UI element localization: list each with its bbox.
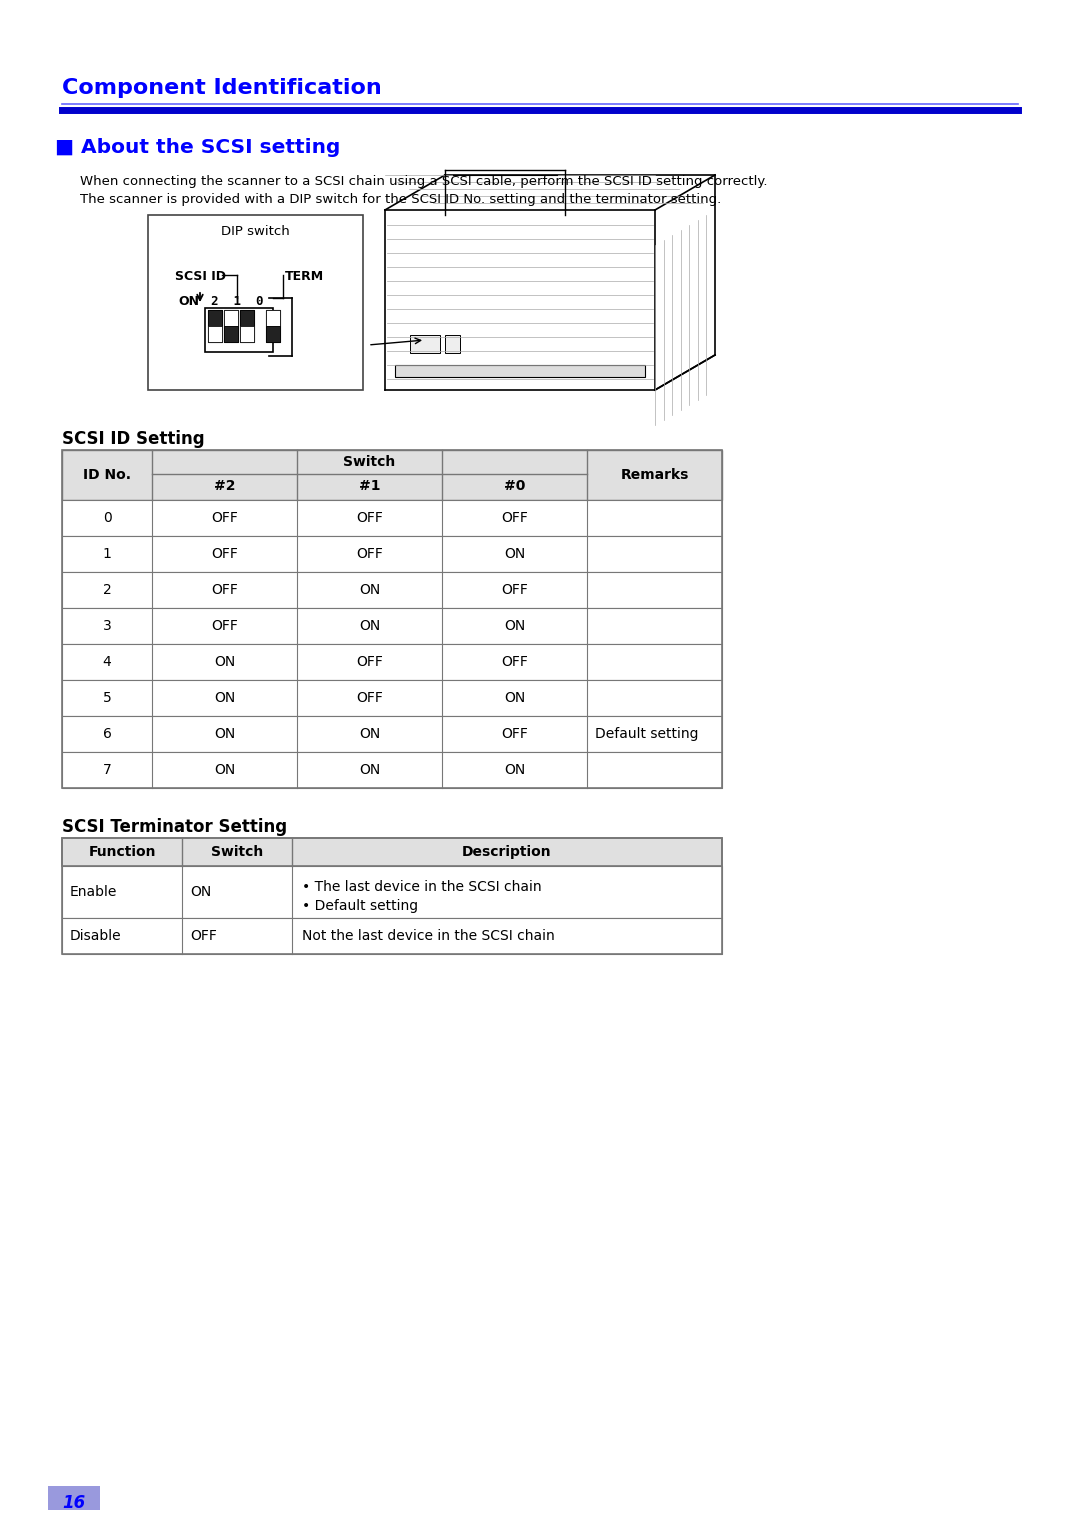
- Text: ON: ON: [178, 295, 199, 309]
- Text: TERM: TERM: [285, 270, 324, 283]
- Text: 0: 0: [103, 510, 111, 526]
- Text: OFF: OFF: [501, 510, 528, 526]
- Bar: [62, 837, 723, 866]
- Bar: [62, 536, 723, 571]
- Bar: [205, 309, 273, 351]
- Text: ON: ON: [214, 691, 235, 704]
- Text: 6: 6: [103, 727, 111, 741]
- Text: SCSI Terminator Setting: SCSI Terminator Setting: [62, 817, 287, 836]
- Text: OFF: OFF: [211, 619, 238, 633]
- Text: Default setting: Default setting: [595, 727, 699, 741]
- Text: #0: #0: [503, 478, 525, 494]
- Text: 2  1  0: 2 1 0: [211, 295, 264, 309]
- Text: ON: ON: [359, 762, 380, 778]
- Text: 5: 5: [103, 691, 111, 704]
- Text: ON: ON: [214, 762, 235, 778]
- Bar: [208, 310, 222, 342]
- Text: 16: 16: [63, 1494, 85, 1513]
- Bar: [148, 215, 363, 390]
- Bar: [240, 310, 254, 325]
- Text: OFF: OFF: [501, 584, 528, 597]
- Text: When connecting the scanner to a SCSI chain using a SCSI cable, perform the SCSI: When connecting the scanner to a SCSI ch…: [80, 176, 768, 188]
- Text: #1: #1: [359, 478, 380, 494]
- Text: OFF: OFF: [190, 929, 217, 943]
- Text: ON: ON: [214, 656, 235, 669]
- Bar: [410, 335, 440, 353]
- Bar: [224, 310, 238, 325]
- Bar: [62, 608, 723, 643]
- Text: Switch: Switch: [211, 845, 264, 859]
- Text: ON: ON: [504, 619, 525, 633]
- Text: Not the last device in the SCSI chain: Not the last device in the SCSI chain: [302, 929, 555, 943]
- Text: ID No.: ID No.: [83, 468, 131, 481]
- Text: Disable: Disable: [70, 929, 122, 943]
- Bar: [62, 918, 723, 953]
- Text: ■ About the SCSI setting: ■ About the SCSI setting: [55, 138, 340, 157]
- Bar: [62, 571, 723, 608]
- Bar: [62, 866, 723, 918]
- Text: 4: 4: [103, 656, 111, 669]
- Bar: [266, 325, 280, 342]
- Text: ON: ON: [214, 727, 235, 741]
- Text: ON: ON: [190, 885, 212, 898]
- Bar: [445, 335, 460, 353]
- Bar: [62, 717, 723, 752]
- Text: OFF: OFF: [211, 547, 238, 561]
- Bar: [240, 310, 254, 342]
- Text: #2: #2: [214, 478, 235, 494]
- Text: OFF: OFF: [356, 656, 383, 669]
- Text: Component Identification: Component Identification: [62, 78, 381, 98]
- Text: • Default setting: • Default setting: [302, 898, 418, 914]
- Text: 2: 2: [103, 584, 111, 597]
- Text: OFF: OFF: [211, 510, 238, 526]
- Bar: [224, 310, 238, 342]
- Text: ON: ON: [504, 547, 525, 561]
- Text: ON: ON: [359, 619, 380, 633]
- Text: ON: ON: [504, 691, 525, 704]
- Text: The scanner is provided with a DIP switch for the SCSI ID No. setting and the te: The scanner is provided with a DIP switc…: [80, 193, 721, 206]
- Text: ON: ON: [504, 762, 525, 778]
- Text: Remarks: Remarks: [620, 468, 689, 481]
- Bar: [62, 680, 723, 717]
- Bar: [62, 451, 723, 788]
- Bar: [62, 752, 723, 788]
- Text: ON: ON: [359, 727, 380, 741]
- Text: SCSI ID: SCSI ID: [175, 270, 226, 283]
- Text: OFF: OFF: [356, 510, 383, 526]
- Bar: [266, 310, 280, 342]
- Bar: [48, 1487, 100, 1510]
- Bar: [208, 310, 222, 325]
- Text: DIP switch: DIP switch: [221, 225, 289, 238]
- Bar: [62, 643, 723, 680]
- Text: OFF: OFF: [211, 584, 238, 597]
- Bar: [266, 310, 280, 325]
- Text: OFF: OFF: [501, 727, 528, 741]
- Text: Switch: Switch: [343, 455, 395, 469]
- Text: Description: Description: [462, 845, 552, 859]
- Text: OFF: OFF: [501, 656, 528, 669]
- Bar: [62, 451, 723, 500]
- Text: 1: 1: [103, 547, 111, 561]
- Text: ON: ON: [359, 584, 380, 597]
- Bar: [62, 500, 723, 536]
- Bar: [240, 325, 254, 342]
- Bar: [62, 837, 723, 953]
- Text: Function: Function: [89, 845, 156, 859]
- Text: Enable: Enable: [70, 885, 118, 898]
- Text: 3: 3: [103, 619, 111, 633]
- Bar: [224, 325, 238, 342]
- Text: 7: 7: [103, 762, 111, 778]
- Bar: [208, 325, 222, 342]
- Text: OFF: OFF: [356, 691, 383, 704]
- Text: OFF: OFF: [356, 547, 383, 561]
- Bar: [395, 365, 645, 377]
- Text: SCSI ID Setting: SCSI ID Setting: [62, 429, 204, 448]
- Text: • The last device in the SCSI chain: • The last device in the SCSI chain: [302, 880, 542, 894]
